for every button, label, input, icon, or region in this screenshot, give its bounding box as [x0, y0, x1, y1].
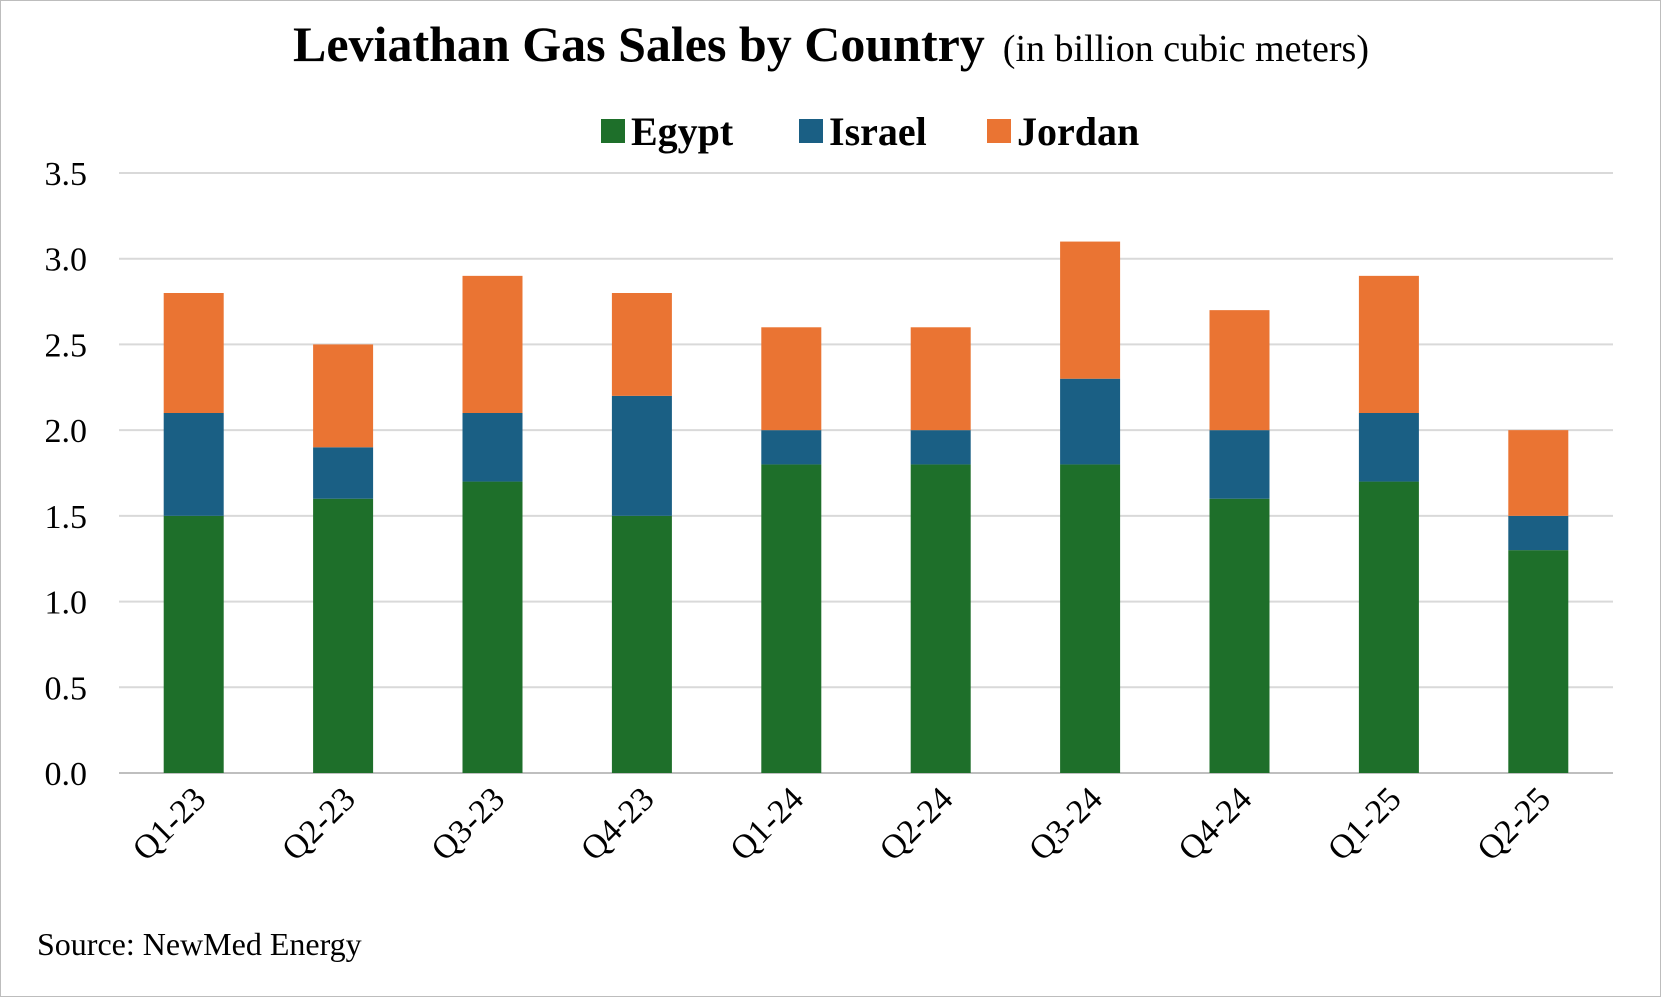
x-tick-label: Q4-24 — [1172, 780, 1260, 868]
bar-israel — [1508, 515, 1569, 551]
bar-israel — [313, 447, 374, 499]
bar-egypt — [1060, 464, 1121, 773]
bar-egypt — [1209, 498, 1270, 773]
x-tick-label: Q3-23 — [425, 780, 513, 868]
bar-israel — [462, 413, 523, 482]
x-tick-label: Q2-24 — [873, 780, 961, 868]
legend-item-jordan: Jordan — [987, 109, 1139, 154]
bar-stack — [462, 275, 523, 773]
x-tick-label: Q2-23 — [275, 780, 363, 868]
legend-item-israel: Israel — [799, 109, 927, 154]
legend-label: Jordan — [1017, 109, 1139, 154]
bar-egypt — [163, 515, 224, 773]
chart-title: Leviathan Gas Sales by Country (in billi… — [293, 16, 1369, 72]
x-tick-label: Q1-25 — [1321, 780, 1409, 868]
chart-title-units: (in billion cubic meters) — [1003, 28, 1369, 70]
bar-egypt — [910, 464, 971, 773]
bar-jordan — [163, 293, 224, 413]
bar-egypt — [313, 498, 374, 773]
bar-egypt — [462, 481, 523, 773]
bar-stack — [761, 327, 822, 773]
bar-jordan — [1060, 241, 1121, 379]
y-tick-label: 1.0 — [45, 585, 88, 622]
bar-egypt — [1508, 550, 1569, 773]
bar-israel — [1358, 413, 1419, 482]
x-tick-label: Q1-23 — [126, 780, 214, 868]
bar-israel — [163, 413, 224, 516]
bar-stack — [1209, 310, 1270, 773]
bar-stack — [1508, 430, 1569, 773]
legend-item-egypt: Egypt — [601, 109, 734, 154]
bar-israel — [910, 430, 971, 465]
x-tick-label: Q3-24 — [1022, 780, 1110, 868]
y-tick-label: 3.5 — [45, 156, 88, 193]
y-tick-label: 2.5 — [45, 327, 88, 364]
chart-title-main: Leviathan Gas Sales by Country — [293, 16, 985, 72]
bar-jordan — [1209, 310, 1270, 431]
legend-label: Israel — [829, 109, 927, 154]
bar-jordan — [313, 344, 374, 448]
bar-jordan — [611, 293, 672, 396]
bar-israel — [1060, 378, 1121, 465]
y-tick-label: 3.0 — [45, 242, 88, 279]
bar-stack — [313, 344, 374, 773]
bar-israel — [1209, 430, 1270, 499]
bar-stack — [1060, 241, 1121, 773]
y-tick-label: 2.0 — [45, 413, 88, 450]
x-tick-label: Q4-23 — [574, 780, 662, 868]
bar-stack — [611, 293, 672, 773]
legend-swatch — [987, 119, 1011, 143]
legend-swatch — [799, 119, 823, 143]
bar-jordan — [910, 327, 971, 431]
bar-jordan — [462, 275, 523, 413]
y-tick-label: 0.0 — [45, 756, 88, 793]
bar-jordan — [761, 327, 822, 431]
y-tick-label: 0.5 — [45, 670, 88, 707]
bars — [163, 241, 1569, 773]
bar-israel — [761, 430, 822, 465]
x-axis-ticks: Q1-23 Q2-23 Q3-23 Q4-23 Q1-24 Q2-24 Q3-24 Q4-24… — [126, 780, 1558, 868]
bar-jordan — [1358, 275, 1419, 413]
bar-stack — [910, 327, 971, 773]
bar-stack — [163, 293, 224, 773]
x-tick-label: Q2-25 — [1470, 780, 1558, 868]
bar-stack — [1358, 275, 1419, 773]
legend-swatch — [601, 119, 625, 143]
bar-egypt — [1358, 481, 1419, 773]
bar-egypt — [611, 515, 672, 773]
x-tick-label: Q1-24 — [723, 780, 811, 868]
y-axis-ticks: 0.0 0.5 1.0 1.5 2.0 2.5 3.0 3.5 — [45, 156, 88, 793]
y-tick-label: 1.5 — [45, 499, 88, 536]
bar-egypt — [761, 464, 822, 773]
legend-label: Egypt — [631, 109, 734, 154]
bar-jordan — [1508, 430, 1569, 516]
bar-israel — [611, 395, 672, 516]
legend: Egypt Israel Jordan — [601, 109, 1139, 154]
source-note: Source: NewMed Energy — [37, 926, 362, 962]
